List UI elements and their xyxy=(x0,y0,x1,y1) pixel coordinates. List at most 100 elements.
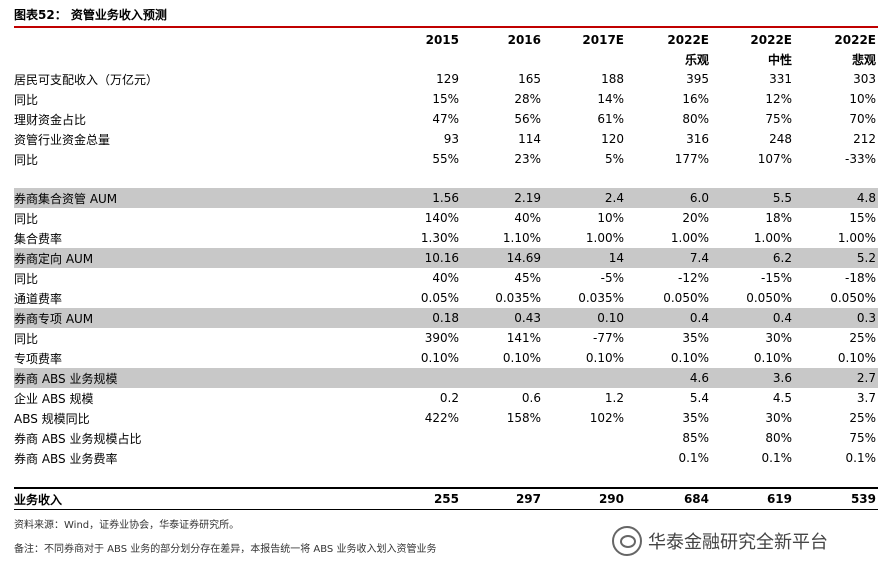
cell-value: 3.6 xyxy=(711,368,794,388)
cell-value: 120 xyxy=(601,132,624,146)
spacer-row xyxy=(14,169,878,188)
cell-value: -5% xyxy=(600,271,624,285)
cell-value: 422% xyxy=(424,411,459,425)
cell-value: 0.10% xyxy=(420,351,459,365)
title-rule xyxy=(14,26,878,28)
cell-value: 0.035% xyxy=(495,291,541,305)
cell-value: 80% xyxy=(765,431,792,445)
cell-value: 1.00% xyxy=(753,231,792,245)
header-row-years: 2015 2016 2017E 2022E 2022E 2022E xyxy=(14,30,878,50)
cell-value: 0.050% xyxy=(830,291,876,305)
cell-value xyxy=(371,428,461,448)
row-label: 券商专项 AUM xyxy=(14,308,371,328)
watermark-text: 华泰金融研究全新平台 xyxy=(648,532,828,553)
header-year: 2015 xyxy=(425,33,459,47)
row-label: 券商集合资管 AUM xyxy=(14,188,371,208)
table-row: 集合费率 1.30% 1.10% 1.00% 1.00% 1.00% 1.00% xyxy=(14,228,878,248)
cell-value: 177% xyxy=(674,152,709,166)
spacer-cell xyxy=(461,169,543,188)
cell-value: 102% xyxy=(589,411,624,425)
cell-value: 40% xyxy=(432,271,459,285)
cell-value: 23% xyxy=(514,152,541,166)
spacer-cell xyxy=(626,169,711,188)
cell-value: 35% xyxy=(682,331,709,345)
footnote: 备注：不同券商对于 ABS 业务的部分划分存在差异，本报告统一将 ABS 业务收… xyxy=(14,544,437,555)
cell-value: 141% xyxy=(506,331,541,345)
cell-value: 7.4 xyxy=(626,248,711,268)
cell-value xyxy=(371,368,461,388)
table-row: 居民可支配收入（万亿元） 129 165 188 395 331 303 xyxy=(14,69,878,89)
table-row: 通道费率 0.05% 0.035% 0.035% 0.050% 0.050% 0.050% xyxy=(14,288,878,308)
spacer-cell xyxy=(711,468,794,488)
cell-value: 290 xyxy=(543,487,626,510)
row-label: 业务收入 xyxy=(14,487,371,510)
forecast-table: 2015 2016 2017E 2022E 2022E 2022E 乐观 中性 … xyxy=(14,30,878,510)
table-row: 同比 15% 28% 14% 16% 12% 10% xyxy=(14,89,878,109)
cell-value: 129 xyxy=(436,72,459,86)
cell-value: 0.43 xyxy=(461,308,543,328)
table-row-section: 券商专项 AUM 0.18 0.43 0.10 0.4 0.4 0.3 xyxy=(14,308,878,328)
cell-value: 395 xyxy=(686,72,709,86)
cell-value: 255 xyxy=(371,487,461,510)
cell-value: 248 xyxy=(769,132,792,146)
row-label: 券商 ABS 业务费率 xyxy=(14,451,118,466)
cell-value: 5.2 xyxy=(794,248,878,268)
cell-value: 0.050% xyxy=(663,291,709,305)
cell-value: 114 xyxy=(518,132,541,146)
row-label: 同比 xyxy=(14,92,39,107)
cell-value: 10.16 xyxy=(371,248,461,268)
cell-value: 70% xyxy=(849,112,876,126)
source-note: 资料来源：Wind，证券业协会，华泰证券研究所。 xyxy=(14,520,240,531)
spacer-cell xyxy=(543,468,626,488)
spacer-cell xyxy=(14,468,371,488)
cell-value: 297 xyxy=(461,487,543,510)
cell-value: 75% xyxy=(765,112,792,126)
row-label: 券商定向 AUM xyxy=(14,248,371,268)
cell-value: 0.18 xyxy=(371,308,461,328)
cell-value: 0.10 xyxy=(543,308,626,328)
cell-value: 303 xyxy=(853,72,876,86)
cell-value: 30% xyxy=(765,331,792,345)
cell-value: 5.5 xyxy=(711,188,794,208)
cell-value: 0.1% xyxy=(678,451,710,465)
cell-value: 0.1% xyxy=(761,451,793,465)
cell-value: 20% xyxy=(682,211,709,225)
cell-value: 10% xyxy=(597,211,624,225)
cell-value: 56% xyxy=(514,112,541,126)
cell-value: 0.10% xyxy=(670,351,709,365)
table-row: 券商 ABS 业务规模占比 85% 80% 75% xyxy=(14,428,878,448)
table-row: 专项费率 0.10% 0.10% 0.10% 0.10% 0.10% 0.10% xyxy=(14,348,878,368)
header-year: 2022E xyxy=(834,33,876,47)
table-row-section: 券商 ABS 业务规模 4.6 3.6 2.7 xyxy=(14,368,878,388)
cell-value: 2.4 xyxy=(543,188,626,208)
header-year: 2022E xyxy=(750,33,792,47)
cell-value: 14.69 xyxy=(461,248,543,268)
header-corner xyxy=(14,30,371,50)
cell-value: 165 xyxy=(518,72,541,86)
cell-value: 1.2 xyxy=(604,391,624,405)
cell-value xyxy=(543,368,626,388)
cell-value: 0.1% xyxy=(845,451,877,465)
cell-value: 0.4 xyxy=(626,308,711,328)
header-row-scenarios: 乐观 中性 悲观 xyxy=(14,50,878,69)
spacer-cell xyxy=(543,169,626,188)
cell-value: 0.6 xyxy=(521,391,541,405)
row-label: 券商 ABS 业务规模占比 xyxy=(14,431,142,446)
row-label: 通道费率 xyxy=(14,291,63,306)
header-year: 2017E xyxy=(582,33,624,47)
cell-value: 6.2 xyxy=(711,248,794,268)
cell-value xyxy=(543,428,626,448)
cell-value xyxy=(543,448,626,468)
cell-value: 12% xyxy=(765,92,792,106)
row-label: 券商 ABS 业务规模 xyxy=(14,368,371,388)
table-row: 券商 ABS 业务费率 0.1% 0.1% 0.1% xyxy=(14,448,878,468)
row-label: 同比 xyxy=(14,211,39,226)
watermark: 华泰金融研究全新平台 xyxy=(612,526,828,556)
cell-value: 0.05% xyxy=(420,291,459,305)
row-label: 同比 xyxy=(14,331,39,346)
cell-value: 0.10% xyxy=(837,351,876,365)
row-label: ABS 规模同比 xyxy=(14,411,90,426)
row-label: 资管行业资金总量 xyxy=(14,132,111,147)
spacer-cell xyxy=(794,169,878,188)
cell-value: 1.10% xyxy=(502,231,541,245)
